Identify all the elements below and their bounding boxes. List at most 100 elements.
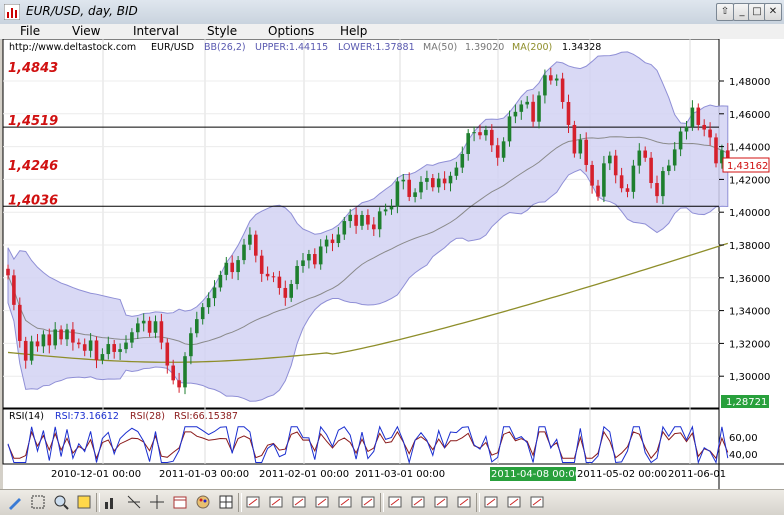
candle-body bbox=[289, 284, 293, 298]
x-label-2011-06: 2011-06-01 bbox=[668, 469, 726, 480]
candle-body bbox=[549, 75, 553, 81]
toolbar-separator bbox=[96, 493, 100, 512]
save-icon[interactable] bbox=[409, 493, 427, 511]
bar-chart-icon[interactable] bbox=[102, 493, 120, 511]
chart-icon[interactable] bbox=[432, 493, 450, 511]
time-axis: 2010-12-01 00:00 2011-01-03 00:00 2011-0… bbox=[51, 467, 726, 481]
level-lines: 1,4843 1,4519 1,4246 1,4036 bbox=[3, 61, 719, 208]
candle-body bbox=[18, 304, 22, 341]
fibonacci-icon[interactable] bbox=[125, 493, 143, 511]
y-tick-label: 1,34000 bbox=[729, 307, 770, 318]
zoom-icon[interactable] bbox=[75, 493, 93, 511]
candle-body bbox=[690, 107, 695, 127]
crosshair-icon[interactable] bbox=[148, 493, 166, 511]
level-label-0: 1,4843 bbox=[8, 61, 58, 76]
bottom-toolbar bbox=[0, 489, 784, 515]
candle-body bbox=[578, 139, 583, 154]
candle-body bbox=[230, 262, 234, 273]
person-icon[interactable] bbox=[505, 493, 523, 511]
candle-body bbox=[554, 78, 559, 81]
ma200-label: MA(200) bbox=[512, 42, 552, 53]
current-price: 1,43162 bbox=[727, 161, 768, 172]
candle-body bbox=[389, 206, 394, 210]
folder-icon[interactable] bbox=[386, 493, 404, 511]
candle-body bbox=[313, 254, 317, 265]
toolbar-separator bbox=[476, 493, 480, 512]
candle-body bbox=[112, 344, 116, 352]
palette-icon[interactable] bbox=[194, 493, 212, 511]
magnify-icon[interactable] bbox=[52, 493, 70, 511]
chart-area[interactable]: 1,4843 1,4519 1,4246 1,4036 1,48000 1,46000 1… bbox=[0, 38, 784, 489]
candle-body bbox=[136, 323, 140, 333]
candle-body bbox=[171, 365, 175, 381]
candle-body bbox=[360, 214, 364, 226]
candle-body bbox=[318, 246, 323, 265]
rsi-axis-40: 40,00 bbox=[729, 450, 758, 461]
columns-icon[interactable] bbox=[336, 493, 354, 511]
candle-body bbox=[23, 340, 28, 361]
candle-body bbox=[212, 287, 217, 299]
candle-body bbox=[655, 183, 659, 197]
app-chart-icon bbox=[4, 4, 20, 20]
menu-style[interactable]: Style bbox=[207, 24, 238, 38]
candle-body bbox=[218, 274, 223, 288]
candle-body bbox=[531, 101, 535, 122]
menu-interval[interactable]: Interval bbox=[133, 24, 179, 38]
scroll-up-button[interactable]: ⇧ bbox=[716, 3, 734, 21]
candle-body bbox=[431, 178, 435, 188]
candle-body bbox=[637, 150, 642, 166]
y-tick-label: 1,38000 bbox=[729, 241, 770, 252]
candle-body bbox=[177, 380, 181, 388]
y-tick-label: 1,46000 bbox=[729, 110, 770, 121]
candle-body bbox=[608, 155, 612, 164]
table-icon[interactable] bbox=[359, 493, 377, 511]
candle-body bbox=[77, 342, 81, 345]
y-tick-label: 1,48000 bbox=[729, 77, 770, 88]
menu-view[interactable]: View bbox=[72, 24, 101, 38]
candle-body bbox=[702, 124, 706, 130]
title-bar: EUR/USD, day, BID ⇧ _ □ ✕ bbox=[0, 0, 784, 25]
candle-body bbox=[454, 167, 459, 176]
x-label-2011-03: 2011-03-01 00:00 bbox=[355, 469, 445, 480]
menu-options[interactable]: Options bbox=[268, 24, 315, 38]
candle-body bbox=[466, 133, 470, 154]
exit-icon[interactable] bbox=[528, 493, 546, 511]
cursor-date: 2011-04-08 00:00 bbox=[491, 469, 581, 480]
candle-body bbox=[236, 260, 240, 273]
y-tick-label: 1,36000 bbox=[729, 274, 770, 285]
candle-body bbox=[519, 104, 524, 112]
calendar-icon[interactable] bbox=[171, 493, 189, 511]
close-button[interactable]: ✕ bbox=[764, 3, 782, 21]
candle-body bbox=[383, 209, 388, 212]
y-tick-label: 1,32000 bbox=[729, 339, 770, 350]
toolbar-separator bbox=[380, 493, 384, 512]
ohlc-icon[interactable] bbox=[313, 493, 331, 511]
candle-body bbox=[307, 254, 311, 261]
candle-body bbox=[714, 137, 718, 164]
candles bbox=[6, 67, 730, 395]
menu-file[interactable]: File bbox=[20, 24, 41, 38]
print-icon[interactable] bbox=[455, 493, 473, 511]
candle-style-icon[interactable] bbox=[267, 493, 285, 511]
candle-body bbox=[372, 224, 376, 230]
people-icon[interactable] bbox=[482, 493, 500, 511]
candle-body bbox=[419, 181, 423, 193]
candle-body bbox=[708, 129, 712, 138]
bar-style-icon[interactable] bbox=[244, 493, 262, 511]
candle-body bbox=[165, 342, 170, 366]
line-style-icon[interactable] bbox=[290, 493, 308, 511]
candle-body bbox=[354, 214, 358, 226]
ma200-value: 1.34328 bbox=[562, 42, 601, 53]
candle-body bbox=[94, 340, 99, 361]
candle-body bbox=[543, 75, 547, 96]
candle-body bbox=[726, 150, 730, 161]
rsi-label: RSI(14) bbox=[9, 411, 44, 422]
select-icon[interactable] bbox=[29, 493, 47, 511]
pencil-icon[interactable] bbox=[6, 493, 24, 511]
grid-icon[interactable] bbox=[217, 493, 235, 511]
x-label-2010-12: 2010-12-01 00:00 bbox=[51, 469, 141, 480]
menu-help[interactable]: Help bbox=[340, 24, 368, 38]
level-label-3: 1,4036 bbox=[8, 193, 58, 208]
y-tick-label: 1,40000 bbox=[729, 208, 770, 219]
